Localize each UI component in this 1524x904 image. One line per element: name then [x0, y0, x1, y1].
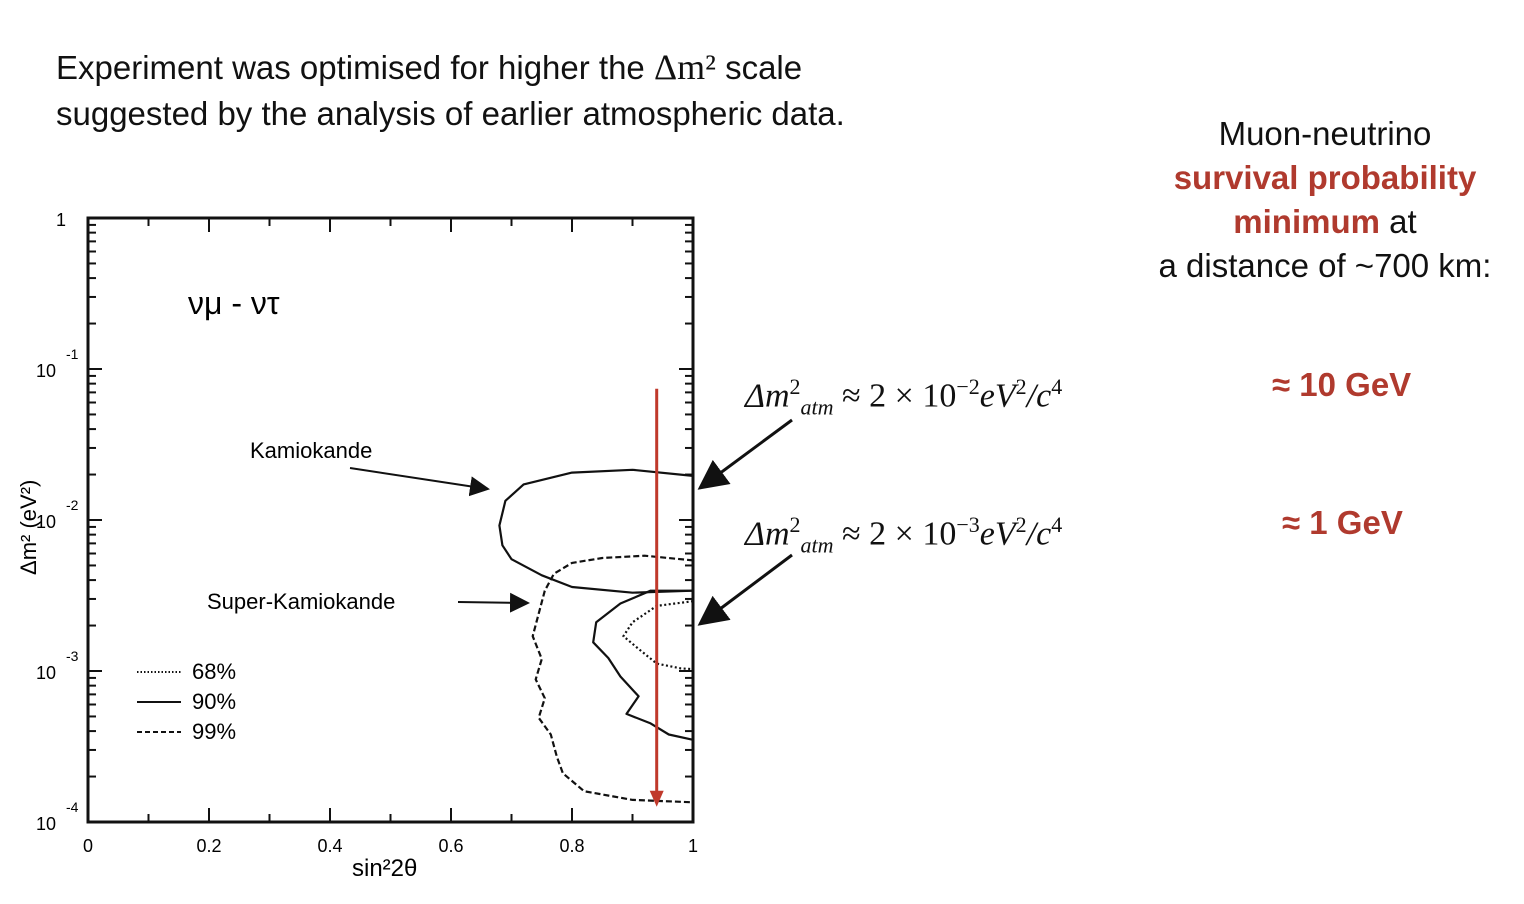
y-tick-label-exponent: -1: [66, 346, 79, 362]
y-tick-label: 10: [36, 512, 56, 532]
eq1-unit: eV: [979, 377, 1016, 415]
intro-line1-math: Δm²: [653, 47, 716, 87]
intro-line-1: Experiment was optimised for higher the …: [56, 44, 845, 91]
arrow-eq1: [697, 418, 793, 490]
legend-label-90: 90%: [192, 689, 236, 714]
arrow-super-kamiokande: [457, 592, 530, 613]
super-kamiokande-contour-solid: [592, 589, 694, 741]
eq2-unit-exp: 2: [1015, 512, 1027, 537]
arrow-eq2: [697, 553, 793, 626]
intro-line1-prefix: Experiment was optimised for higher the: [56, 49, 654, 86]
y-axis-label: Δm² (eV²): [16, 480, 41, 575]
side-note-line-4: a distance of ~700 km:: [1158, 247, 1492, 284]
y-tick-labels: 1 10 -1 10 -2 10 -3 10 -4: [36, 210, 79, 834]
y-tick-label: 10: [36, 814, 56, 834]
plot-frame: [86, 216, 695, 824]
super-kamiokande-contour-dashed: [531, 554, 694, 804]
contour-series: [498, 468, 694, 804]
side-note-line-3: minimum at: [1120, 200, 1524, 244]
eq1-lhs: Δm: [745, 377, 790, 415]
kamiokande-contour-solid: [498, 468, 694, 594]
legend-label-68: 68%: [192, 659, 236, 684]
eq1-unit-exp: 2: [1015, 374, 1027, 399]
side-note-line3-suffix: at: [1379, 203, 1417, 240]
y-tick-label-exponent: -4: [66, 799, 79, 815]
x-tick-label: 0.8: [559, 836, 584, 856]
eq2-lhs: Δm: [745, 515, 790, 553]
eq1-tail-exp: 4: [1051, 374, 1063, 399]
eq2-tail-exp: 4: [1051, 512, 1063, 537]
x-tick-labels: 0 0.2 0.4 0.6 0.8 1: [83, 836, 698, 856]
y-tick-label: 10: [36, 663, 56, 683]
energy-10-gev: ≈ 10 GeV: [1272, 366, 1412, 403]
side-note: Muon-neutrino survival probability minim…: [1120, 112, 1524, 288]
super-kamiokande-contour-dotted: [622, 600, 694, 671]
side-note-line-1: Muon-neutrino: [1218, 115, 1432, 152]
red-marker-arrowhead: [649, 790, 664, 807]
eq2-unit: eV: [979, 515, 1016, 553]
side-note-highlight-1: survival probability: [1173, 159, 1477, 196]
eq1-tail: /c: [1026, 377, 1052, 415]
side-note-highlight-2: minimum: [1233, 203, 1380, 240]
legend-label-99: 99%: [192, 719, 236, 744]
legend: 68% 90% 99%: [137, 659, 236, 744]
eq2-rhs: ≈ 2 × 10: [833, 515, 957, 553]
eq2-tail: /c: [1026, 515, 1052, 553]
y-tick-label-exponent: -3: [66, 648, 79, 664]
x-tick-label: 0.6: [438, 836, 463, 856]
eq2-exp: −3: [956, 512, 980, 537]
eq1-exp: −2: [956, 374, 980, 399]
x-tick-label: 0.4: [317, 836, 342, 856]
eq2-sub: atm: [800, 532, 834, 558]
arrow-kamiokande: [349, 467, 490, 497]
annotation-kamiokande: Kamiokande: [250, 438, 372, 463]
y-tick-label: 10: [36, 361, 56, 381]
eq1-rhs: ≈ 2 × 10: [833, 377, 957, 415]
x-tick-label: 0: [83, 836, 93, 856]
eq1-sub: atm: [800, 394, 834, 420]
intro-line1-suffix: scale: [715, 49, 803, 86]
chart-title: νμ - ντ: [188, 285, 280, 321]
annotation-super-kamiokande: Super-Kamiokande: [207, 589, 395, 614]
x-tick-label: 0.2: [196, 836, 221, 856]
intro-text: Experiment was optimised for higher the …: [56, 44, 845, 137]
x-tick-label: 1: [688, 836, 698, 856]
equation-atm-2: Δm2atm ≈ 2 × 10−3eV2/c4: [745, 512, 1063, 558]
equation-atm-1: Δm2atm ≈ 2 × 10−2eV2/c4: [745, 374, 1063, 420]
energy-1-gev: ≈ 1 GeV: [1282, 504, 1403, 541]
y-tick-label: 1: [56, 210, 66, 230]
y-tick-label-exponent: -2: [66, 497, 79, 513]
intro-line-2: suggested by the analysis of earlier atm…: [56, 95, 845, 132]
x-axis-label: sin²2θ: [352, 855, 417, 882]
